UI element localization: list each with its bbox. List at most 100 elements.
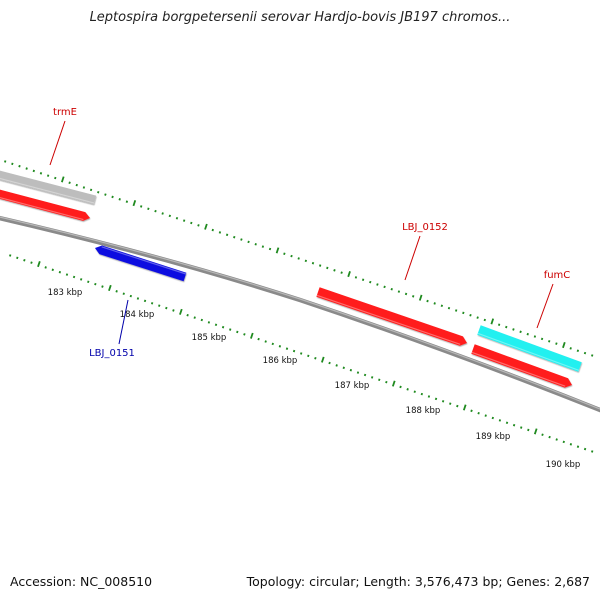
major-tick — [347, 271, 351, 278]
minor-tick — [314, 356, 317, 360]
minor-tick — [200, 318, 203, 322]
minor-tick — [469, 313, 472, 317]
minor-tick — [268, 247, 272, 251]
trmE-gene-arrow-highlight — [0, 177, 95, 204]
minor-tick — [68, 181, 71, 185]
minor-tick — [370, 376, 374, 379]
scale-label-184-kbp: 184 kbp — [120, 310, 155, 320]
minor-tick — [335, 364, 338, 367]
minor-tick — [576, 445, 580, 448]
major-tick — [250, 332, 254, 339]
minor-tick — [247, 240, 250, 244]
minor-tick — [175, 216, 179, 220]
minor-tick — [16, 256, 19, 260]
minor-tick — [283, 252, 286, 256]
minor-tick — [385, 380, 388, 384]
scale-label-189-kbp: 189 kbp — [476, 432, 511, 442]
scale-label-183-kbp: 183 kbp — [48, 288, 83, 298]
minor-tick — [562, 440, 565, 444]
minor-tick — [257, 337, 260, 341]
chromosome-backbone-highlight — [0, 216, 600, 410]
minor-tick — [39, 172, 43, 175]
minor-tick — [583, 447, 587, 451]
minor-tick — [165, 306, 168, 310]
minor-tick — [449, 402, 452, 405]
minor-tick — [590, 450, 594, 453]
minor-tick — [462, 311, 465, 315]
LBJ_0152-leader-line — [404, 235, 421, 281]
minor-tick — [541, 433, 544, 437]
trmE-gene-arrow — [0, 170, 97, 205]
minor-tick — [233, 235, 236, 239]
minor-tick — [82, 186, 86, 189]
major-tick — [132, 200, 137, 207]
minor-tick — [129, 294, 133, 298]
minor-tick — [333, 269, 336, 272]
minor-tick — [23, 258, 26, 262]
minor-tick — [79, 278, 83, 281]
minor-tick — [147, 207, 150, 211]
minor-tick — [51, 268, 54, 272]
fumC-gene-arrow — [477, 325, 582, 372]
scale-label-185-kbp: 185 kbp — [192, 333, 227, 343]
minor-tick — [221, 325, 225, 329]
map-title: Leptospira borgpetersenii serovar Hardjo… — [89, 10, 511, 25]
minor-tick — [143, 299, 147, 303]
minor-tick — [512, 423, 516, 427]
minor-tick — [399, 385, 402, 389]
minor-tick — [125, 200, 129, 203]
minor-tick — [197, 224, 200, 227]
minor-tick — [369, 280, 372, 284]
topology-summary: Topology: circular; Length: 3,576,473 bp… — [246, 574, 590, 589]
minor-tick — [240, 238, 243, 241]
minor-tick — [140, 205, 143, 208]
minor-tick — [505, 421, 509, 425]
minor-tick — [569, 347, 572, 350]
minor-tick — [420, 392, 424, 396]
accession-text: Accession: NC_008510 — [10, 574, 153, 589]
minor-tick — [292, 349, 296, 353]
major-tick — [391, 380, 396, 387]
major-tick — [204, 223, 208, 230]
minor-tick — [186, 313, 189, 317]
trmE-cds-arrow-highlight — [0, 196, 84, 221]
minor-tick — [75, 183, 78, 187]
major-tick — [490, 318, 495, 325]
LBJ_0151-gene-arrow — [95, 245, 187, 282]
LBJ_0152-cds-arrow-highlight — [316, 294, 461, 345]
minor-tick — [512, 328, 515, 331]
minor-tick — [25, 167, 28, 170]
fumC-leader-line — [536, 283, 554, 329]
minor-tick — [207, 321, 211, 324]
minor-tick — [555, 342, 558, 345]
minor-tick — [441, 400, 445, 403]
minor-tick — [477, 411, 480, 415]
minor-tick — [122, 292, 125, 295]
minor-tick — [111, 195, 114, 199]
minor-tick — [569, 443, 573, 446]
minor-tick — [182, 219, 186, 222]
minor-tick — [11, 162, 14, 166]
minor-tick — [397, 290, 401, 293]
minor-tick — [3, 160, 7, 163]
minor-tick — [527, 428, 530, 432]
minor-tick — [30, 261, 33, 264]
minor-tick — [548, 435, 551, 439]
minor-tick — [470, 409, 473, 413]
minor-tick — [583, 351, 587, 355]
major-tick — [275, 247, 280, 254]
major-tick — [562, 341, 566, 349]
minor-tick — [104, 193, 107, 196]
minor-tick — [498, 419, 502, 422]
minor-tick — [299, 352, 303, 355]
minor-tick — [101, 285, 104, 288]
minor-tick — [89, 188, 93, 192]
minor-tick — [97, 190, 100, 194]
major-tick — [321, 356, 325, 363]
forward-tick-track — [3, 160, 594, 357]
minor-tick — [340, 271, 343, 274]
minor-tick — [476, 316, 479, 319]
fumC-gene-arrow-highlight — [477, 332, 580, 371]
minor-tick — [519, 330, 522, 334]
